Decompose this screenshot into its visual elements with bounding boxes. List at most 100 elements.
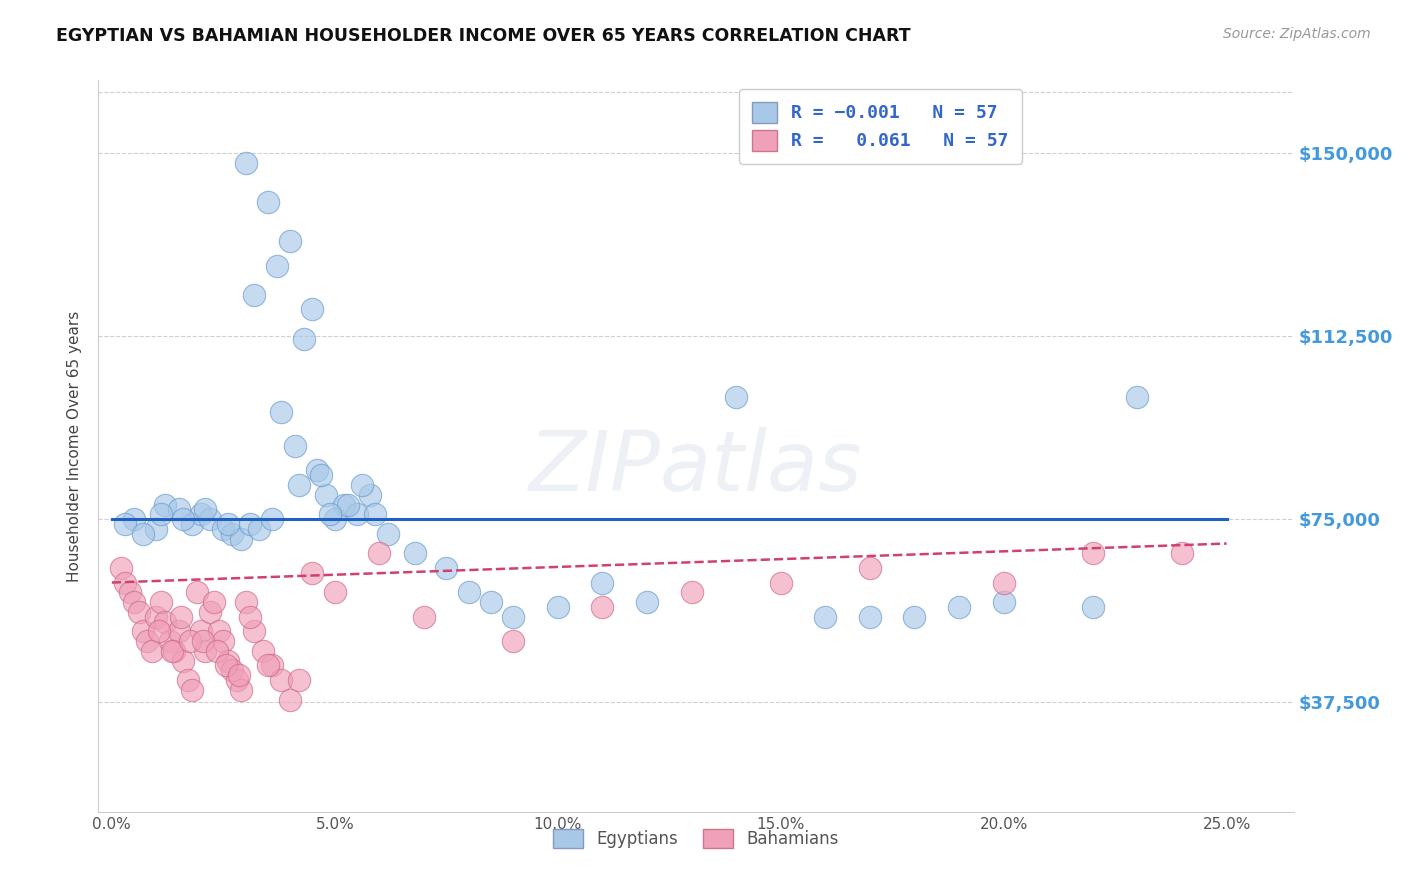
- Point: [502, 609, 524, 624]
- Point: [636, 595, 658, 609]
- Point: [323, 585, 346, 599]
- Point: [181, 516, 204, 531]
- Point: [122, 512, 145, 526]
- Point: [176, 673, 198, 687]
- Point: [229, 682, 252, 697]
- Point: [132, 526, 155, 541]
- Point: [167, 624, 190, 639]
- Point: [214, 658, 236, 673]
- Point: [198, 512, 221, 526]
- Point: [278, 692, 301, 706]
- Point: [149, 508, 172, 522]
- Point: [217, 516, 239, 531]
- Point: [110, 561, 132, 575]
- Point: [292, 332, 315, 346]
- Point: [359, 488, 381, 502]
- Point: [205, 644, 228, 658]
- Point: [368, 546, 391, 560]
- Point: [225, 673, 247, 687]
- Point: [136, 634, 159, 648]
- Point: [257, 658, 280, 673]
- Point: [993, 595, 1015, 609]
- Point: [118, 585, 141, 599]
- Point: [859, 609, 882, 624]
- Point: [591, 599, 613, 614]
- Point: [149, 595, 172, 609]
- Point: [479, 595, 502, 609]
- Point: [114, 575, 136, 590]
- Point: [194, 502, 217, 516]
- Point: [221, 526, 243, 541]
- Point: [346, 508, 368, 522]
- Point: [257, 195, 280, 210]
- Point: [252, 644, 274, 658]
- Point: [221, 663, 243, 677]
- Point: [270, 405, 292, 419]
- Text: EGYPTIAN VS BAHAMIAN HOUSEHOLDER INCOME OVER 65 YEARS CORRELATION CHART: EGYPTIAN VS BAHAMIAN HOUSEHOLDER INCOME …: [56, 27, 911, 45]
- Point: [247, 522, 270, 536]
- Point: [591, 575, 613, 590]
- Point: [229, 532, 252, 546]
- Point: [228, 668, 250, 682]
- Point: [502, 634, 524, 648]
- Point: [186, 585, 208, 599]
- Point: [404, 546, 426, 560]
- Point: [457, 585, 479, 599]
- Point: [337, 498, 360, 512]
- Point: [132, 624, 155, 639]
- Point: [194, 644, 217, 658]
- Point: [141, 644, 163, 658]
- Point: [160, 644, 183, 658]
- Point: [217, 654, 239, 668]
- Point: [190, 508, 212, 522]
- Point: [193, 634, 215, 648]
- Point: [155, 498, 177, 512]
- Point: [270, 673, 292, 687]
- Point: [1126, 390, 1149, 404]
- Point: [159, 634, 181, 648]
- Point: [170, 609, 193, 624]
- Point: [301, 302, 323, 317]
- Point: [681, 585, 703, 599]
- Point: [1081, 546, 1104, 560]
- Point: [323, 512, 346, 526]
- Point: [377, 526, 399, 541]
- Point: [172, 512, 194, 526]
- Point: [235, 156, 257, 170]
- Point: [163, 644, 186, 658]
- Point: [145, 609, 167, 624]
- Point: [859, 561, 882, 575]
- Point: [769, 575, 792, 590]
- Point: [239, 516, 262, 531]
- Point: [301, 566, 323, 580]
- Point: [262, 658, 284, 673]
- Point: [305, 463, 328, 477]
- Point: [284, 439, 307, 453]
- Point: [167, 502, 190, 516]
- Point: [145, 522, 167, 536]
- Point: [235, 595, 257, 609]
- Point: [948, 599, 970, 614]
- Y-axis label: Householder Income Over 65 years: Householder Income Over 65 years: [67, 310, 83, 582]
- Point: [413, 609, 436, 624]
- Point: [262, 512, 284, 526]
- Point: [364, 508, 387, 522]
- Point: [547, 599, 569, 614]
- Point: [243, 624, 266, 639]
- Point: [814, 609, 837, 624]
- Point: [319, 508, 342, 522]
- Point: [212, 634, 235, 648]
- Legend: Egyptians, Bahamians: Egyptians, Bahamians: [543, 819, 849, 858]
- Point: [114, 516, 136, 531]
- Point: [1081, 599, 1104, 614]
- Point: [332, 498, 354, 512]
- Point: [198, 605, 221, 619]
- Point: [128, 605, 150, 619]
- Point: [350, 478, 373, 492]
- Point: [190, 624, 212, 639]
- Point: [311, 468, 333, 483]
- Point: [208, 624, 231, 639]
- Point: [903, 609, 925, 624]
- Point: [172, 654, 194, 668]
- Point: [243, 288, 266, 302]
